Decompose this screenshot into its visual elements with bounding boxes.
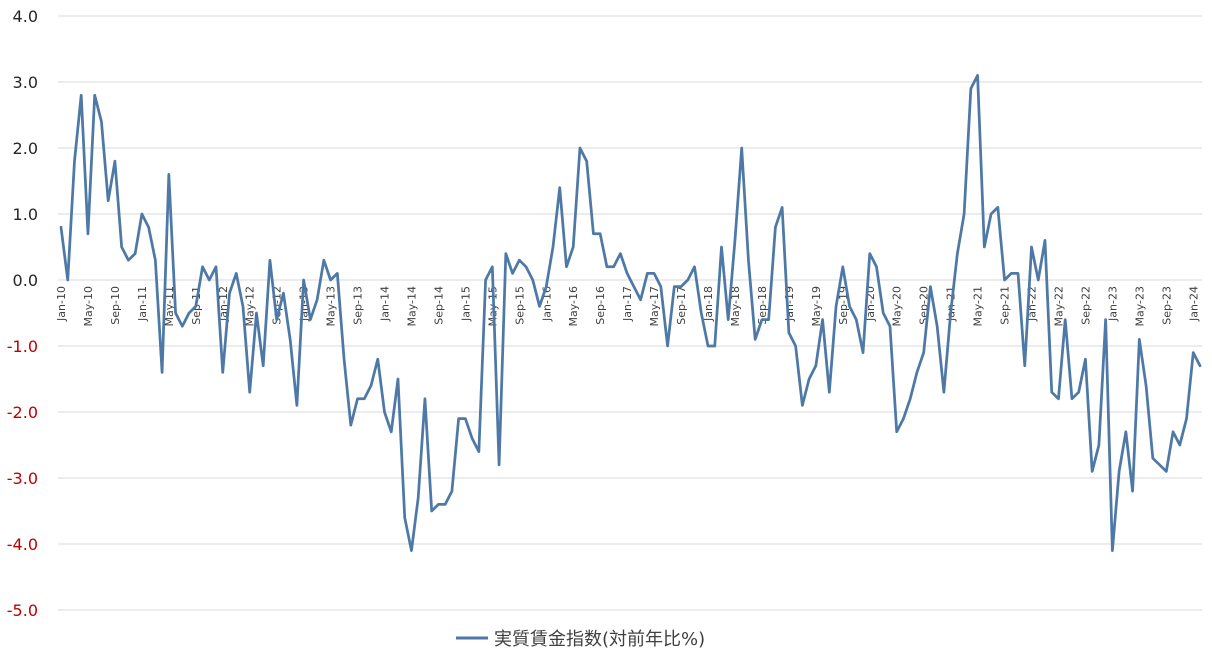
x-tick-label: Sep-17 [675, 286, 688, 325]
legend-label: 実質賃金指数(対前年比%) [494, 629, 705, 650]
x-tick-label: Jan-11 [136, 286, 149, 322]
x-tick-label: May-20 [891, 286, 904, 327]
x-tick-label: Sep-15 [513, 286, 526, 325]
x-tick-label: May-11 [163, 286, 176, 327]
y-tick-label: 1.0 [13, 205, 38, 224]
y-tick-label: -1.0 [7, 337, 38, 356]
x-tick-label: May-16 [567, 286, 580, 327]
y-tick-label: -3.0 [7, 469, 38, 488]
y-tick-label: 0.0 [13, 271, 38, 290]
legend: 実質賃金指数(対前年比%) [456, 629, 705, 650]
y-tick-label: 2.0 [13, 139, 38, 158]
x-tick-label: Jan-14 [379, 286, 392, 322]
x-tick-label: May-22 [1052, 286, 1065, 327]
x-tick-label: Sep-13 [352, 286, 365, 325]
x-tick-label: Jan-18 [702, 286, 715, 322]
x-axis-ticks: Jan-10 May-10 Sep-10 Jan-11 May-11 Sep-11 Jan-… [55, 286, 1200, 327]
x-tick-label: Sep-22 [1079, 286, 1092, 325]
x-tick-label: May-14 [405, 286, 418, 327]
y-tick-label: 4.0 [13, 7, 38, 26]
x-tick-label: May-19 [810, 286, 823, 327]
x-tick-label: Jan-23 [1106, 286, 1119, 322]
x-tick-label: Jan-17 [621, 286, 634, 322]
x-tick-label: May-18 [729, 286, 742, 327]
x-tick-label: May-10 [82, 286, 95, 327]
x-tick-label: May-23 [1133, 286, 1146, 327]
x-tick-label: May-17 [648, 286, 661, 327]
series-layer [59, 74, 1202, 552]
y-tick-label: -4.0 [7, 535, 38, 554]
x-tick-label: May-21 [972, 286, 985, 327]
series-line [59, 74, 1202, 552]
y-tick-label: -2.0 [7, 403, 38, 422]
x-tick-label: Sep-21 [999, 286, 1012, 325]
x-tick-label: May-13 [325, 286, 338, 327]
x-tick-label: Jan-10 [55, 286, 68, 322]
x-tick-label: Jan-24 [1187, 286, 1200, 322]
x-tick-label: Sep-23 [1160, 286, 1173, 325]
x-tick-label: Sep-18 [756, 286, 769, 325]
x-tick-label: Jan-15 [459, 286, 472, 322]
y-axis-ticks: 4.0 3.0 2.0 1.0 0.0 -1.0 -2.0 -3.0 -4.0 -5.0 [7, 7, 38, 620]
x-tick-label: May-12 [244, 286, 257, 327]
y-tick-label: 3.0 [13, 73, 38, 92]
x-tick-label: Sep-16 [594, 286, 607, 325]
x-tick-label: Sep-14 [432, 286, 445, 325]
x-tick-label: Jan-16 [540, 286, 553, 322]
x-tick-label: Sep-10 [109, 286, 122, 325]
y-tick-label: -5.0 [7, 601, 38, 620]
